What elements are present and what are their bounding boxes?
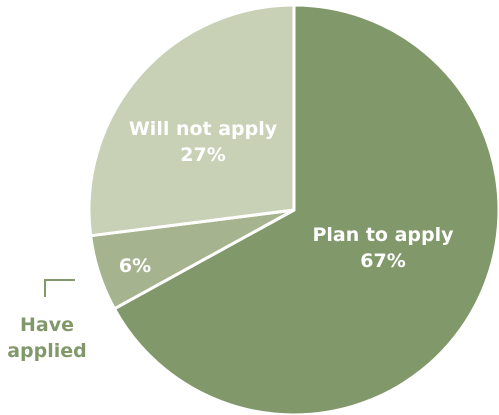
slice-value-will-not-apply: 27% bbox=[180, 144, 225, 166]
slice-label-will-not-apply: Will not apply bbox=[129, 118, 278, 140]
slice-value-plan-to-apply: 67% bbox=[360, 250, 405, 272]
slice-label-plan-to-apply: Plan to apply bbox=[312, 224, 454, 246]
pie-slices bbox=[87, 3, 499, 415]
pie-slice-plan-to-apply bbox=[112, 3, 499, 415]
callout-label-applied: applied bbox=[7, 340, 87, 362]
callout-label-have: Have bbox=[20, 314, 74, 336]
slice-value-have-applied: 6% bbox=[119, 255, 151, 277]
pie-slice-will-not-apply bbox=[87, 3, 296, 238]
callout-line bbox=[44, 279, 75, 297]
